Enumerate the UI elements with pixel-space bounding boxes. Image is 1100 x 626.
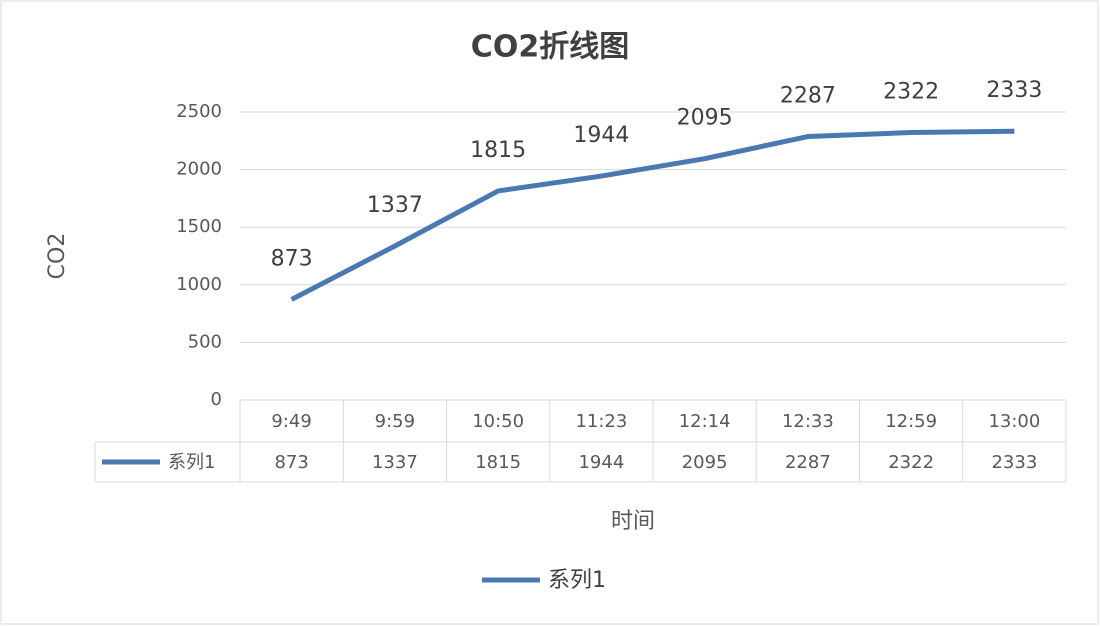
data-label: 873: [271, 246, 313, 271]
legend-label: 系列1: [548, 568, 606, 593]
x-tick-label: 13:00: [988, 411, 1040, 432]
table-value: 2322: [888, 452, 934, 473]
x-tick-label: 11:23: [575, 411, 627, 432]
table-value: 1944: [578, 452, 624, 473]
data-label: 2333: [986, 78, 1042, 103]
data-label: 1815: [470, 138, 526, 163]
x-tick-label: 12:59: [885, 411, 937, 432]
x-tick-label: 12:14: [679, 411, 731, 432]
data-label: 1944: [573, 123, 629, 148]
x-tick-label: 9:59: [375, 411, 415, 432]
x-tick-label: 10:50: [472, 411, 524, 432]
table-value: 1337: [372, 452, 418, 473]
x-axis-label: 时间: [611, 509, 655, 534]
table-value: 873: [274, 452, 308, 473]
chart-title: CO2折线图: [471, 30, 629, 65]
data-label: 1337: [367, 193, 423, 218]
table-value: 2287: [785, 452, 831, 473]
data-label: 2322: [883, 80, 939, 105]
x-tick-label: 9:49: [271, 411, 311, 432]
table-value: 2333: [991, 452, 1037, 473]
data-label: 2095: [677, 106, 733, 131]
y-tick-label: 500: [188, 331, 222, 352]
table-value: 2095: [682, 452, 728, 473]
y-tick-label: 1500: [176, 216, 222, 237]
y-tick-label: 0: [211, 389, 222, 410]
y-tick-label: 1000: [176, 274, 222, 295]
table-series-name: 系列1: [168, 452, 215, 473]
y-tick-label: 2000: [176, 159, 222, 180]
x-tick-label: 12:33: [782, 411, 834, 432]
table-value: 1815: [475, 452, 521, 473]
y-axis-label: CO2: [45, 233, 70, 280]
line-series: [290, 128, 1015, 302]
y-tick-label: 2500: [176, 101, 222, 122]
data-label: 2287: [780, 84, 836, 109]
